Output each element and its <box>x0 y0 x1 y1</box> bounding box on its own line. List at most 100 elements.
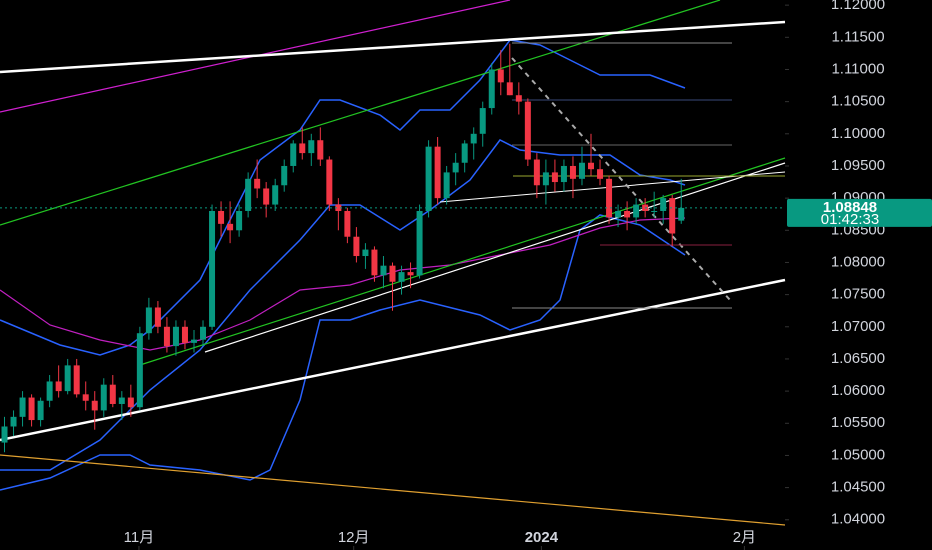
candle-body <box>299 143 306 154</box>
candle-body <box>678 207 685 221</box>
projection-line <box>511 57 731 301</box>
candle-body <box>82 394 89 401</box>
candle-body <box>353 236 360 257</box>
candle-body <box>588 162 595 170</box>
candle-body <box>73 365 80 395</box>
candle-body <box>651 210 658 212</box>
candle-body <box>660 198 667 211</box>
candle-body <box>669 198 676 234</box>
candle-body <box>578 162 585 179</box>
x-tick-label: 2024 <box>525 529 559 546</box>
bollinger-middle <box>0 139 686 471</box>
candle-body <box>245 178 252 211</box>
y-tick-label: 1.09500 <box>831 157 885 174</box>
candle-body <box>64 365 71 392</box>
y-tick-label: 1.10500 <box>831 93 885 110</box>
candle-body <box>46 381 53 401</box>
candle-body <box>236 210 243 231</box>
trend-line <box>139 157 786 366</box>
bollinger-lower <box>0 214 686 491</box>
candle-body <box>615 210 622 218</box>
candle-body <box>488 69 495 109</box>
y-tick-label: 1.12000 <box>831 0 885 13</box>
candle-body <box>606 178 613 218</box>
candle-body <box>497 69 504 83</box>
candle-body <box>227 223 234 231</box>
candle-body <box>461 143 468 163</box>
candle-body <box>524 101 531 160</box>
candle-body <box>263 188 270 205</box>
y-tick-label: 1.06500 <box>831 350 885 367</box>
candle-body <box>154 307 161 327</box>
candle-body <box>91 400 98 411</box>
candle-body <box>624 210 631 218</box>
trend-line <box>204 162 786 353</box>
candle-body <box>425 146 432 211</box>
candle-body <box>335 204 342 211</box>
candle-body <box>362 249 369 257</box>
y-tick-label: 1.11500 <box>831 28 884 45</box>
moving-average <box>0 217 686 351</box>
candle-body <box>37 400 44 421</box>
candle-body <box>452 162 459 173</box>
candle-body <box>10 416 17 427</box>
y-tick-label: 1.05000 <box>831 446 885 463</box>
x-tick-label: 11月 <box>124 529 155 546</box>
y-tick-label: 1.08000 <box>831 253 885 270</box>
y-tick-label: 1.05500 <box>831 414 885 431</box>
candles <box>1 43 685 453</box>
candle-body <box>172 326 179 347</box>
candle-body <box>542 172 549 186</box>
candle-body <box>551 172 558 183</box>
candle-body <box>434 146 441 199</box>
candle-body <box>398 272 405 282</box>
candle-body <box>190 339 197 343</box>
candle-body <box>1 426 8 443</box>
trend-line <box>0 20 786 74</box>
x-tick-label: 12月 <box>338 529 370 546</box>
candle-body <box>308 140 315 154</box>
trend-line <box>439 171 786 203</box>
candle-body <box>55 381 62 392</box>
candle-body <box>443 172 450 199</box>
candle-body <box>290 143 297 166</box>
candle-body <box>254 178 261 189</box>
trend-line <box>0 454 786 526</box>
x-tick-label: 2月 <box>733 529 756 546</box>
candle-body <box>371 249 378 276</box>
y-tick-label: 1.11000 <box>831 60 884 77</box>
candle-body <box>569 165 576 179</box>
y-tick-label: 1.04000 <box>831 511 885 528</box>
candle-body <box>109 384 116 404</box>
candle-body <box>163 326 170 347</box>
candle-body <box>200 326 207 340</box>
candle-body <box>326 159 333 205</box>
candle-body <box>28 397 35 421</box>
candle-body <box>209 210 216 327</box>
y-tick-label: 1.07000 <box>831 318 885 335</box>
candle-body <box>533 159 540 186</box>
candle-body <box>218 210 225 224</box>
y-tick-label: 1.10000 <box>831 125 885 142</box>
candle-body <box>416 210 423 276</box>
last-price-box <box>787 198 932 227</box>
candle-body <box>145 307 152 334</box>
candle-body <box>389 265 396 282</box>
candle-body <box>506 82 513 96</box>
candle-body <box>479 108 486 134</box>
last-price-label: 1.08848 <box>823 199 877 216</box>
candle-body <box>181 326 188 343</box>
candle-body <box>470 133 477 144</box>
candle-body <box>407 272 414 276</box>
candle-body <box>281 165 288 186</box>
candle-body <box>272 185 279 205</box>
candle-body <box>344 210 351 237</box>
candle-body <box>19 397 26 417</box>
candle-body <box>118 397 125 404</box>
candle-body <box>515 95 522 102</box>
trend-line <box>0 0 721 226</box>
